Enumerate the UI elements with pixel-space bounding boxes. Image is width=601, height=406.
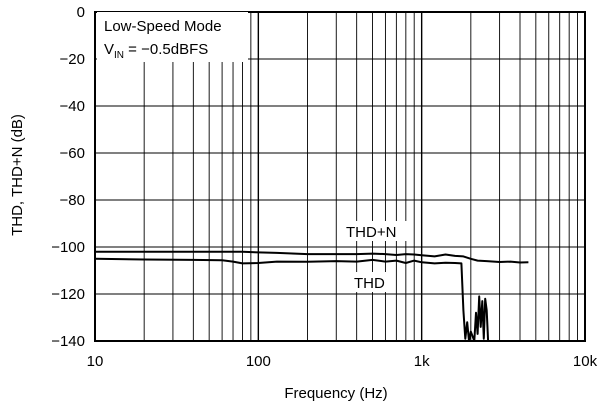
- x-tick-label: 1k: [414, 353, 430, 370]
- x-tick-labels: 10 100 1k 10k: [87, 353, 598, 370]
- y-tick-label: −40: [60, 98, 85, 115]
- x-tick-label: 10: [87, 353, 104, 370]
- thdn-series-label: THD+N: [346, 224, 396, 241]
- series-line: [95, 250, 529, 264]
- y-tick-label: −20: [60, 51, 85, 68]
- thd-label-bg: [352, 272, 392, 292]
- y-tick-label: 0: [77, 4, 85, 21]
- x-tick-label: 10k: [573, 353, 598, 370]
- mode-label: Low-Speed Mode: [104, 18, 222, 35]
- vin-label: VIN = −0.5dBFS: [104, 41, 208, 61]
- plot-frame: [94, 11, 586, 342]
- x-tick-label: 100: [246, 353, 271, 370]
- y-axis-label: THD, THD+N (dB): [9, 114, 26, 236]
- y-tick-label: −120: [51, 286, 85, 303]
- series-line: [94, 257, 490, 342]
- y-tick-labels: 0 −20 −40 −60 −80 −100 −120 −140: [51, 4, 85, 350]
- y-tick-label: −100: [51, 239, 85, 256]
- y-tick-label: −140: [51, 333, 85, 350]
- thd-series-label: THD: [354, 275, 385, 292]
- series-lines: [94, 250, 529, 342]
- condition-box: [97, 12, 248, 62]
- x-axis-label: Frequency (Hz): [284, 385, 387, 402]
- y-tick-label: −80: [60, 192, 85, 209]
- y-tick-label: −60: [60, 145, 85, 162]
- thdn-label-bg: [344, 221, 408, 241]
